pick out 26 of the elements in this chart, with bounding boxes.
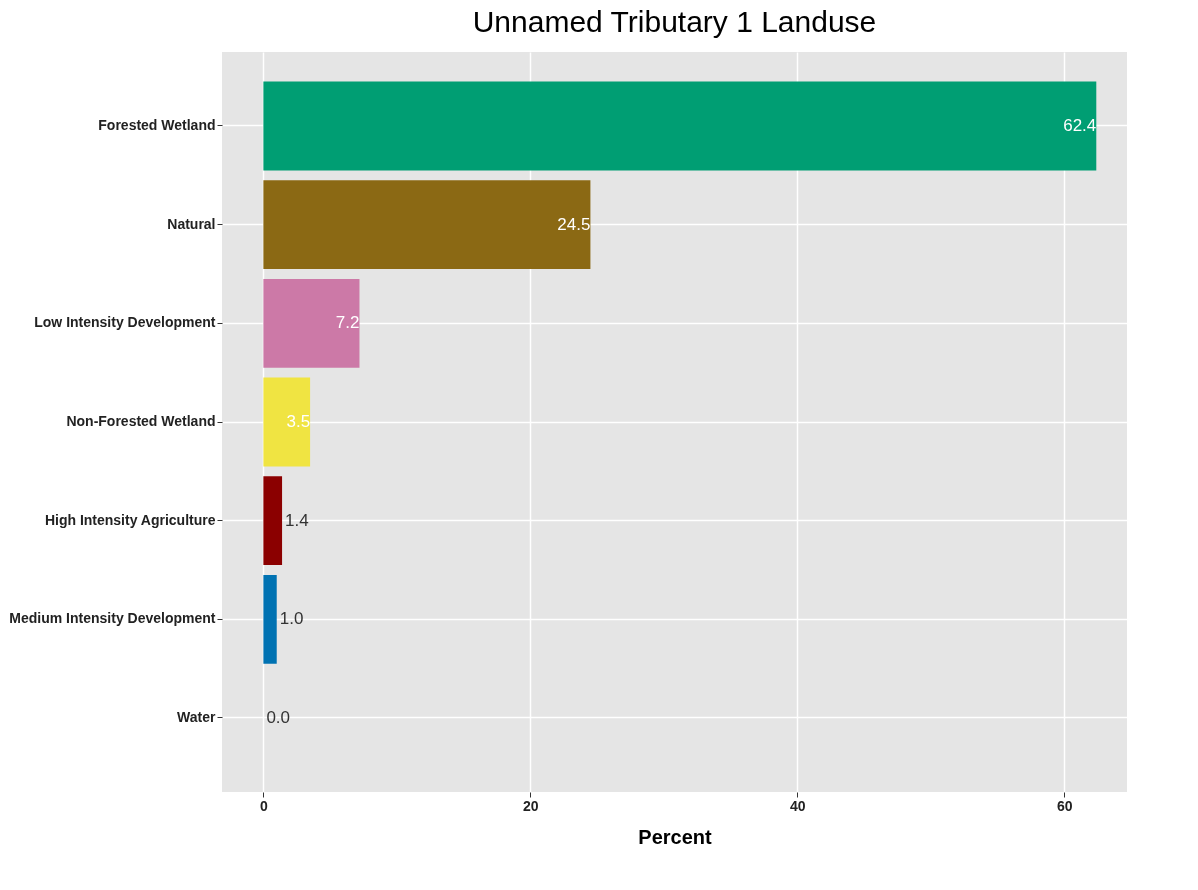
y-tick-label: High Intensity Agriculture bbox=[44, 511, 216, 528]
data-label: 24.5 bbox=[557, 214, 591, 234]
y-tick-label: Low Intensity Development bbox=[34, 314, 216, 331]
x-tick-label: 0 bbox=[259, 797, 268, 814]
bar bbox=[263, 278, 360, 368]
y-tick-label: Water bbox=[177, 709, 217, 725]
bar bbox=[263, 476, 283, 566]
data-label: 0.0 bbox=[266, 708, 291, 727]
data-label: 3.5 bbox=[286, 412, 311, 431]
bar bbox=[263, 574, 277, 664]
bar bbox=[263, 81, 1097, 171]
data-label: 1.4 bbox=[285, 510, 309, 530]
bar bbox=[263, 180, 591, 270]
x-tick-label: 20 bbox=[523, 797, 539, 814]
chart-title: Unnamed Tributary 1 Landuse bbox=[472, 5, 877, 38]
y-tick-label: Medium Intensity Development bbox=[9, 610, 216, 627]
data-label: 1.0 bbox=[279, 609, 304, 629]
data-label: 62.4 bbox=[1063, 116, 1097, 135]
x-tick-label: 60 bbox=[1056, 797, 1073, 814]
x-tick-label: 40 bbox=[790, 797, 806, 814]
data-label: 7.2 bbox=[335, 313, 360, 333]
y-tick-label: Non-Forested Wetland bbox=[66, 413, 216, 429]
y-tick-label: Natural bbox=[167, 215, 216, 232]
bar bbox=[263, 377, 311, 467]
x-axis-title: Percent bbox=[638, 825, 713, 848]
y-tick-label: Forested Wetland bbox=[98, 117, 216, 133]
